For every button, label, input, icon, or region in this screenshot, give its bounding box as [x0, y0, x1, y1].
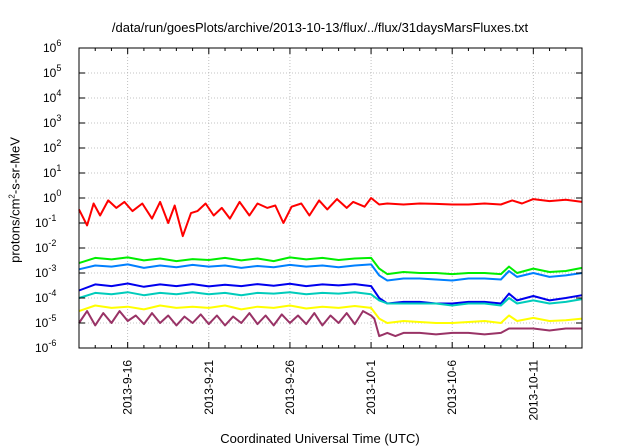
- x-tick-label: 2013-10-1: [364, 360, 378, 415]
- x-ticks: 2013-9-16 2013-9-21 2013-9-26 2013-10-1 2013…: [94, 48, 567, 421]
- y-tick-label: 100: [43, 188, 61, 205]
- y-tick-label: 10-1: [35, 213, 56, 230]
- y-tick-label: 102: [43, 138, 61, 155]
- y-ticks: 10-6 10-5 10-4 10-3 10-2 10-1 100 101 102 103 104 1…: [35, 38, 582, 355]
- y-tick-label: 10-3: [35, 263, 56, 280]
- x-tick-label: 2013-9-26: [283, 360, 297, 415]
- x-tick-label: 2013-10-6: [445, 360, 459, 415]
- x-tick-label: 2013-9-16: [121, 360, 135, 415]
- x-tick-label: 2013-9-21: [202, 360, 216, 415]
- y-tick-label: 10-2: [35, 238, 56, 255]
- series-line-1: [78, 197, 583, 238]
- series-group: [78, 197, 583, 338]
- series-line-2: [78, 256, 583, 276]
- chart-title: /data/run/goesPlots/archive/2013-10-13/f…: [111, 20, 529, 35]
- series-line-6: [78, 304, 583, 324]
- grid-lines: [79, 47, 582, 349]
- y-tick-label: 10-6: [35, 338, 56, 355]
- y-tick-label: 106: [43, 38, 61, 55]
- x-axis-label: Coordinated Universal Time (UTC): [220, 431, 420, 446]
- series-line-3: [78, 263, 583, 282]
- y-tick-label: 105: [43, 63, 61, 80]
- series-line-4: [78, 282, 583, 305]
- x-tick-label: 2013-10-11: [526, 360, 540, 421]
- y-tick-label: 104: [43, 88, 61, 105]
- series-line-7: [78, 310, 582, 338]
- y-tick-label: 10-4: [35, 288, 56, 305]
- y-tick-label: 101: [43, 163, 61, 180]
- series-line-5: [78, 291, 583, 307]
- y-tick-label: 103: [43, 113, 61, 130]
- y-tick-label: 10-5: [35, 313, 56, 330]
